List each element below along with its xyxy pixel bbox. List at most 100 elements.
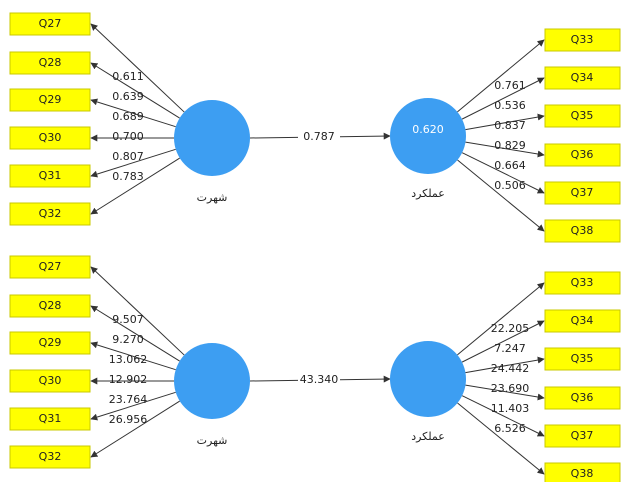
indicator-label: Q31 xyxy=(39,169,62,182)
indicator-box xyxy=(9,331,91,355)
loading-value: 0.664 xyxy=(494,159,526,172)
construct-node xyxy=(390,341,466,417)
loading-arrow xyxy=(90,305,180,362)
indicator-label: Q28 xyxy=(39,299,62,312)
loading-value: 0.837 xyxy=(494,119,526,132)
indicator-box xyxy=(9,407,91,431)
loading-arrow xyxy=(461,320,545,363)
indicator-label: Q38 xyxy=(571,224,594,237)
loading-value: 0.506 xyxy=(494,179,526,192)
loading-arrow xyxy=(90,391,176,421)
loading-value: 26.956 xyxy=(109,413,148,426)
loading-value: 6.526 xyxy=(494,422,526,435)
loading-arrow xyxy=(90,400,181,458)
loading-value: 0.611 xyxy=(112,70,144,83)
indicator-label: Q31 xyxy=(39,412,62,425)
loading-arrow xyxy=(90,341,176,371)
path-coefficient: 0.787 xyxy=(303,130,335,143)
loading-value: 0.807 xyxy=(112,150,144,163)
indicator-box xyxy=(544,66,621,90)
loading-value: 11.403 xyxy=(491,402,530,415)
indicator-box xyxy=(9,51,91,75)
loading-value: 9.270 xyxy=(112,333,144,346)
loading-value: 12.902 xyxy=(109,373,148,386)
loading-arrow xyxy=(457,402,545,475)
indicator-box xyxy=(9,202,91,226)
loading-value: 13.062 xyxy=(109,353,148,366)
indicator-label: Q30 xyxy=(39,374,62,387)
indicator-box xyxy=(9,88,91,112)
indicator-label: Q32 xyxy=(39,450,62,463)
construct-label: عملکرد xyxy=(411,430,445,443)
construct-label: عملکرد xyxy=(411,187,445,200)
indicator-label: Q27 xyxy=(39,260,62,273)
indicator-box xyxy=(544,386,621,410)
indicator-label: Q30 xyxy=(39,131,62,144)
label-bg xyxy=(298,373,340,387)
indicator-box xyxy=(544,424,621,448)
indicator-box xyxy=(544,28,621,52)
construct-node xyxy=(390,98,466,174)
indicator-box xyxy=(544,309,621,333)
indicator-box xyxy=(544,271,621,295)
indicator-label: Q28 xyxy=(39,56,62,69)
loading-value: 0.761 xyxy=(494,79,526,92)
indicator-box xyxy=(9,445,91,469)
loading-arrow xyxy=(465,356,545,374)
r-squared: 0.620 xyxy=(412,123,444,136)
indicator-box xyxy=(9,255,91,279)
loading-arrow xyxy=(461,152,545,194)
construct-label: شهرت xyxy=(197,191,228,204)
indicator-label: Q35 xyxy=(571,109,594,122)
indicator-label: Q34 xyxy=(571,314,594,327)
indicator-box xyxy=(544,462,621,482)
loading-arrow xyxy=(90,98,176,128)
loading-value: 23.690 xyxy=(491,382,530,395)
loading-value: 24.442 xyxy=(491,362,530,375)
loading-value: 0.689 xyxy=(112,110,144,123)
indicator-box xyxy=(544,347,621,371)
loading-arrow xyxy=(90,148,176,178)
indicator-box xyxy=(9,126,91,150)
loading-arrow xyxy=(457,159,545,232)
indicator-label: Q35 xyxy=(571,352,594,365)
indicator-box xyxy=(9,164,91,188)
indicator-label: Q33 xyxy=(571,276,594,289)
loading-value: 9.507 xyxy=(112,313,144,326)
loading-arrow xyxy=(465,384,545,401)
loading-arrow xyxy=(90,23,185,113)
indicator-label: Q36 xyxy=(571,148,594,161)
loading-value: 0.783 xyxy=(112,170,144,183)
indicator-box xyxy=(9,12,91,36)
loading-value: 0.700 xyxy=(112,130,144,143)
label-bg xyxy=(298,130,340,144)
indicator-label: Q32 xyxy=(39,207,62,220)
indicator-label: Q37 xyxy=(571,429,594,442)
loading-arrow xyxy=(90,62,180,119)
loading-value: 0.639 xyxy=(112,90,144,103)
loading-arrow xyxy=(461,395,545,437)
indicator-box xyxy=(544,219,621,243)
indicator-box xyxy=(9,369,91,393)
loading-value: 0.829 xyxy=(494,139,526,152)
loading-arrow xyxy=(461,77,545,120)
construct-node xyxy=(174,343,250,419)
indicator-label: Q37 xyxy=(571,186,594,199)
indicator-box xyxy=(544,143,621,167)
construct-node xyxy=(174,100,250,176)
loading-value: 7.247 xyxy=(494,342,526,355)
indicator-label: Q34 xyxy=(571,71,594,84)
indicator-label: Q29 xyxy=(39,93,62,106)
indicator-label: Q36 xyxy=(571,391,594,404)
indicator-label: Q29 xyxy=(39,336,62,349)
indicator-label: Q33 xyxy=(571,33,594,46)
loading-value: 0.536 xyxy=(494,99,526,112)
construct-label: شهرت xyxy=(197,434,228,447)
loading-arrow xyxy=(465,113,545,131)
indicator-box xyxy=(544,104,621,128)
loading-value: 23.764 xyxy=(109,393,148,406)
loading-arrow xyxy=(457,282,545,356)
loading-value: 22.205 xyxy=(491,322,530,335)
path-coefficient: 43.340 xyxy=(300,373,339,386)
